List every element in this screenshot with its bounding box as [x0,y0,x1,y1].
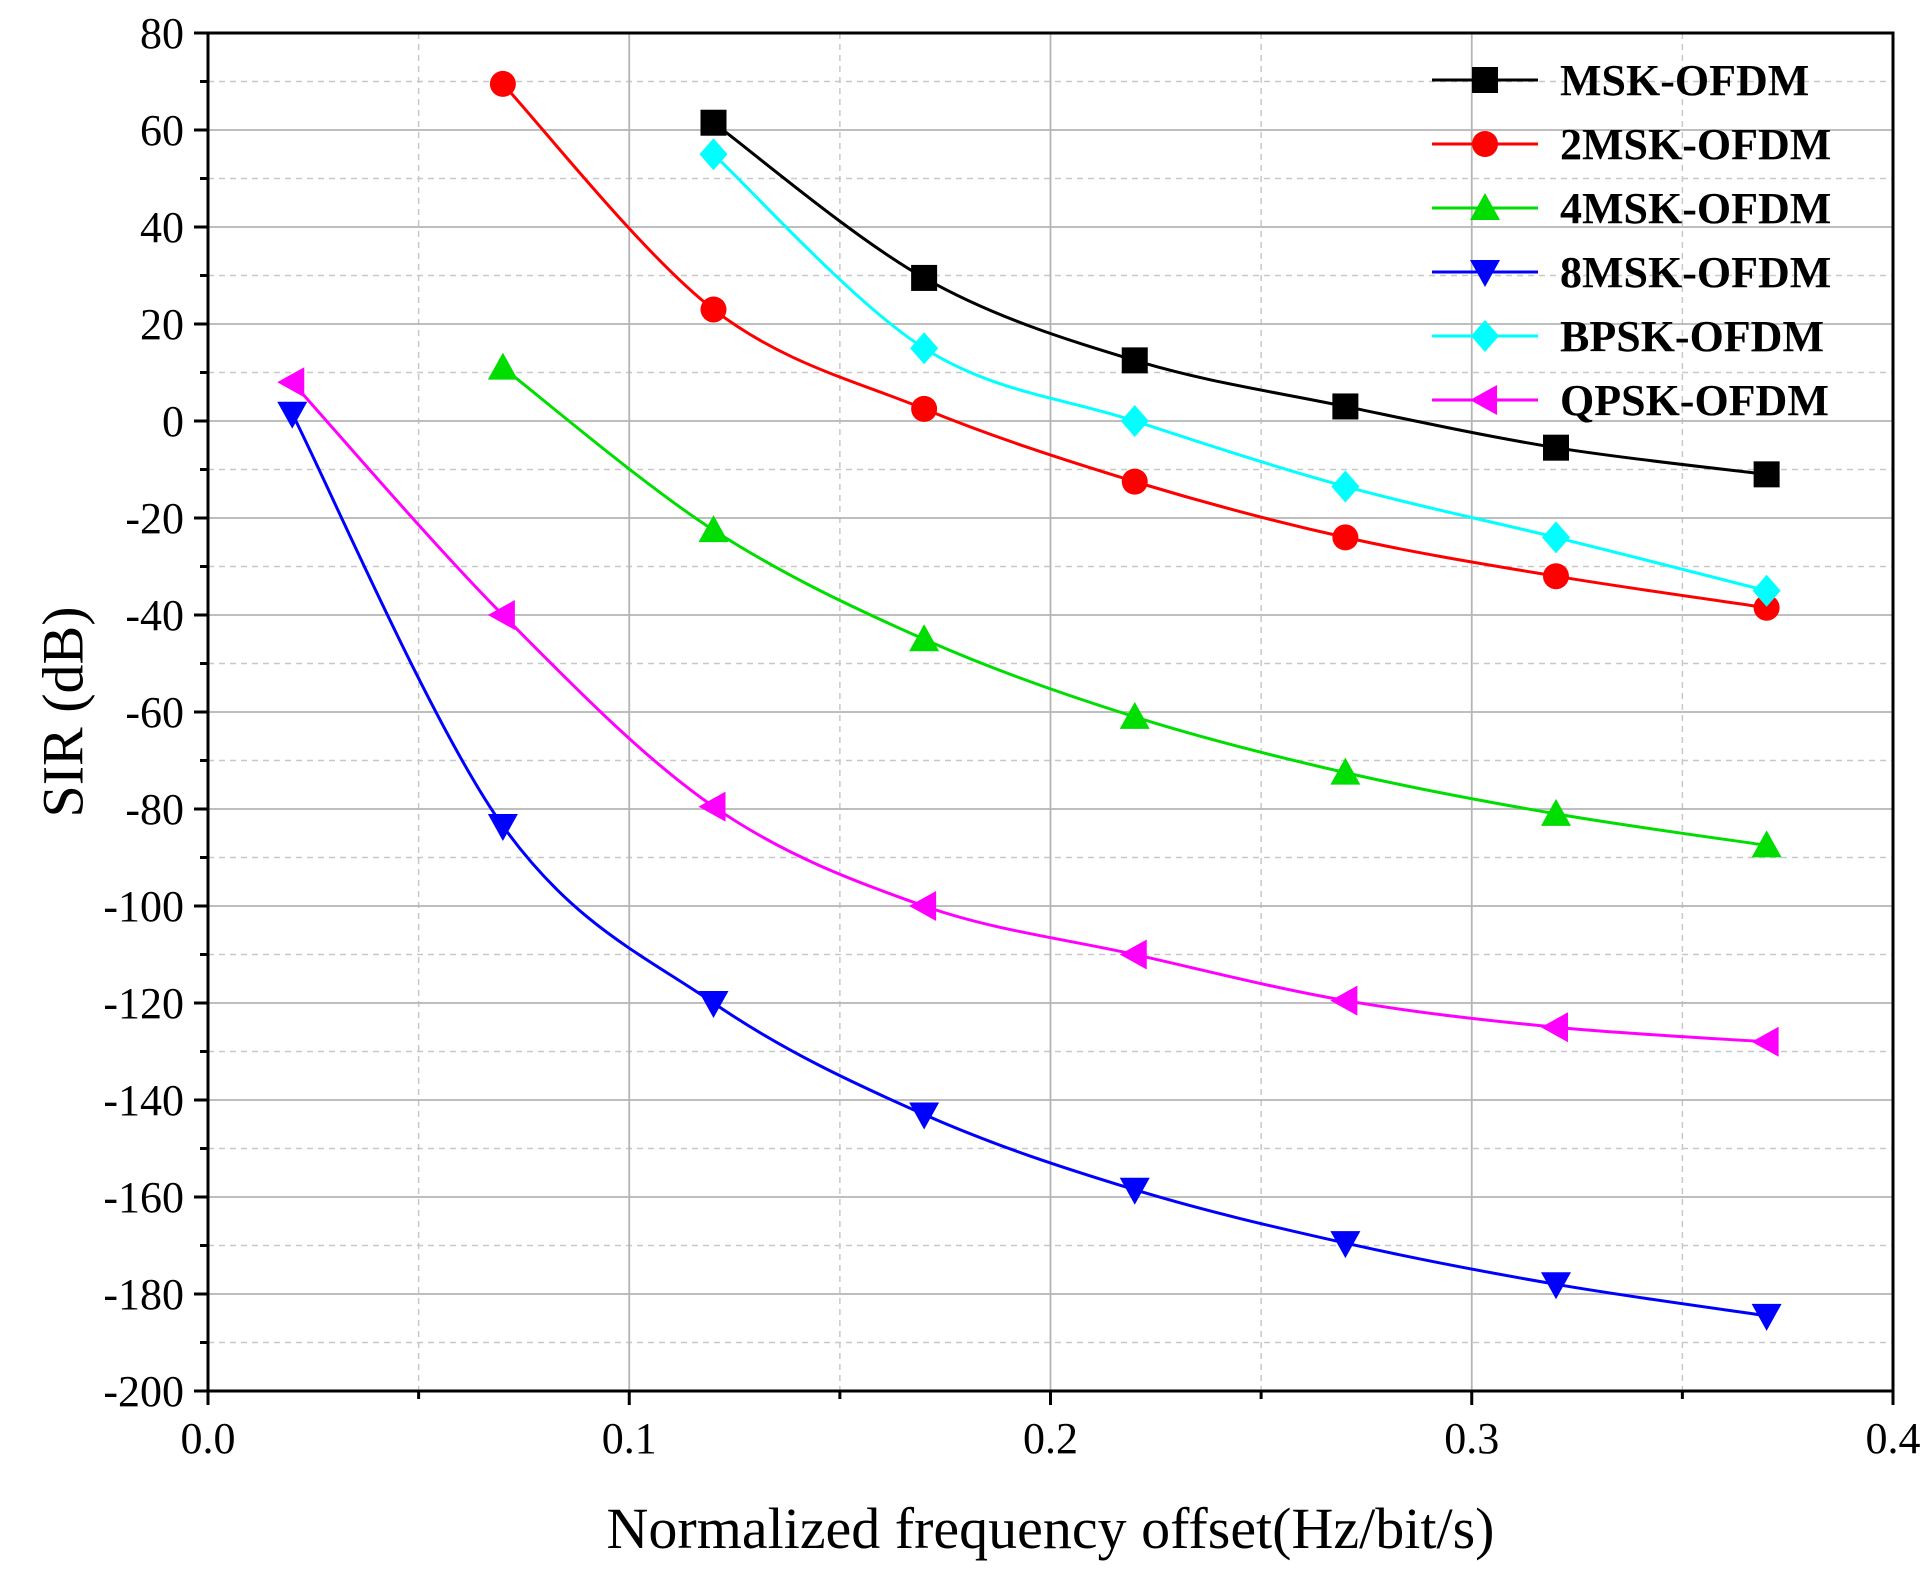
data-point-qpsk-ofdm [1751,1026,1779,1057]
data-point-bpsk-ofdm [699,138,728,171]
y-tick-label: -120 [103,979,184,1028]
y-tick-label: -160 [103,1173,184,1222]
data-point-8msk-ofdm [909,1102,940,1130]
y-tick-label: -40 [125,591,184,640]
y-tick-label: -20 [125,494,184,543]
legend-label-msk-ofdm: MSK-OFDM [1560,56,1809,105]
x-axis-title: Normalized frequency offset(Hz/bit/s) [607,1496,1495,1561]
series-markers [277,70,1782,1331]
legend-label-bpsk-ofdm: BPSK-OFDM [1560,312,1824,361]
data-point-8msk-ofdm [487,813,518,841]
data-point-8msk-ofdm [1119,1177,1150,1205]
data-point-2msk-ofdm [911,395,938,422]
data-point-8msk-ofdm [1330,1231,1361,1259]
y-tick-label: -140 [103,1076,184,1125]
x-tick-label: 0.4 [1866,1414,1921,1463]
minor-grid [208,33,1893,1391]
data-point-bpsk-ofdm [1120,405,1149,437]
y-tick-labels: -200-180-160-140-120-100-80-60-40-200204… [103,9,184,1416]
legend-label-qpsk-ofdm: QPSK-OFDM [1560,376,1829,425]
series-line-msk-ofdm [712,121,1767,476]
legend-marker-msk-ofdm [1472,67,1498,93]
legend-marker-2msk-ofdm [1472,131,1498,157]
data-point-4msk-ofdm [1330,757,1361,785]
data-point-qpsk-ofdm [1119,939,1147,970]
data-point-bpsk-ofdm [1752,574,1781,607]
x-tick-label: 0.3 [1444,1414,1499,1463]
data-point-bpsk-ofdm [1542,521,1570,554]
y-tick-label: 80 [140,9,184,58]
x-tick-labels: 0.0 0.1 0.2 0.3 0.4 [181,1414,1921,1463]
data-point-qpsk-ofdm [487,600,515,630]
data-point-4msk-ofdm [487,352,518,380]
data-point-4msk-ofdm [1541,798,1571,826]
data-point-msk-ofdm [1753,461,1780,488]
legend-marker-4msk-ofdm [1470,193,1500,220]
y-axis-title: SIR (dB) [30,606,95,817]
legend-marker-qpsk-ofdm [1470,385,1497,415]
x-tick-label: 0.1 [602,1414,657,1463]
data-point-2msk-ofdm [1332,524,1359,551]
data-point-4msk-ofdm [909,624,940,652]
data-point-msk-ofdm [1121,347,1148,374]
legend-item-4msk-ofdm: 4MSK-OFDM [1432,184,1831,233]
x-tick-label: 0.2 [1023,1414,1078,1463]
legend-label-8msk-ofdm: 8MSK-OFDM [1560,248,1831,297]
series-line-8msk-ofdm [290,413,1767,1318]
y-tick-label: -180 [103,1270,184,1319]
x-tick-label: 0.0 [181,1414,236,1463]
y-tick-label: 20 [140,300,184,349]
data-point-4msk-ofdm [698,515,729,543]
y-tick-label: -200 [103,1367,184,1416]
series-line-bpsk-ofdm [712,153,1767,593]
data-point-2msk-ofdm [1543,563,1569,590]
data-point-8msk-ofdm [1751,1303,1782,1331]
data-point-8msk-ofdm [698,991,729,1018]
legend-item-bpsk-ofdm: BPSK-OFDM [1432,312,1824,361]
data-point-msk-ofdm [1332,393,1359,420]
legend-marker-bpsk-ofdm [1471,320,1499,352]
data-point-2msk-ofdm [1753,594,1780,621]
data-point-msk-ofdm [911,264,938,291]
legend-item-msk-ofdm: MSK-OFDM [1432,56,1809,105]
data-point-8msk-ofdm [1541,1272,1571,1300]
legend: MSK-OFDM 2MSK-OFDM 4MSK-OFDM 8MSK-OFDM BPSK-… [1432,56,1831,425]
data-point-qpsk-ofdm [909,891,937,921]
data-point-msk-ofdm [700,109,727,136]
axis-ticks [194,31,1895,1405]
data-point-qpsk-ofdm [277,367,305,398]
data-point-2msk-ofdm [1121,468,1148,495]
y-tick-label: 60 [140,106,184,155]
data-point-2msk-ofdm [700,296,727,323]
data-point-qpsk-ofdm [1541,1012,1568,1043]
legend-item-qpsk-ofdm: QPSK-OFDM [1432,376,1829,425]
legend-item-2msk-ofdm: 2MSK-OFDM [1432,120,1831,169]
data-point-2msk-ofdm [489,70,516,97]
y-tick-label: 40 [140,203,184,252]
data-point-4msk-ofdm [1119,701,1150,729]
y-tick-label: -60 [125,688,184,737]
data-point-bpsk-ofdm [910,332,939,365]
data-point-qpsk-ofdm [1330,985,1358,1016]
legend-item-8msk-ofdm: 8MSK-OFDM [1432,248,1831,297]
y-tick-label: -80 [125,785,184,834]
data-point-4msk-ofdm [1751,830,1782,858]
y-tick-label: 0 [162,397,184,446]
y-tick-label: -100 [103,882,184,931]
legend-label-4msk-ofdm: 4MSK-OFDM [1560,184,1831,233]
data-point-8msk-ofdm [277,401,308,429]
data-point-msk-ofdm [1543,434,1569,461]
legend-label-2msk-ofdm: 2MSK-OFDM [1560,120,1831,169]
data-point-qpsk-ofdm [698,791,726,822]
data-point-bpsk-ofdm [1331,470,1360,503]
legend-marker-8msk-ofdm [1470,260,1500,287]
